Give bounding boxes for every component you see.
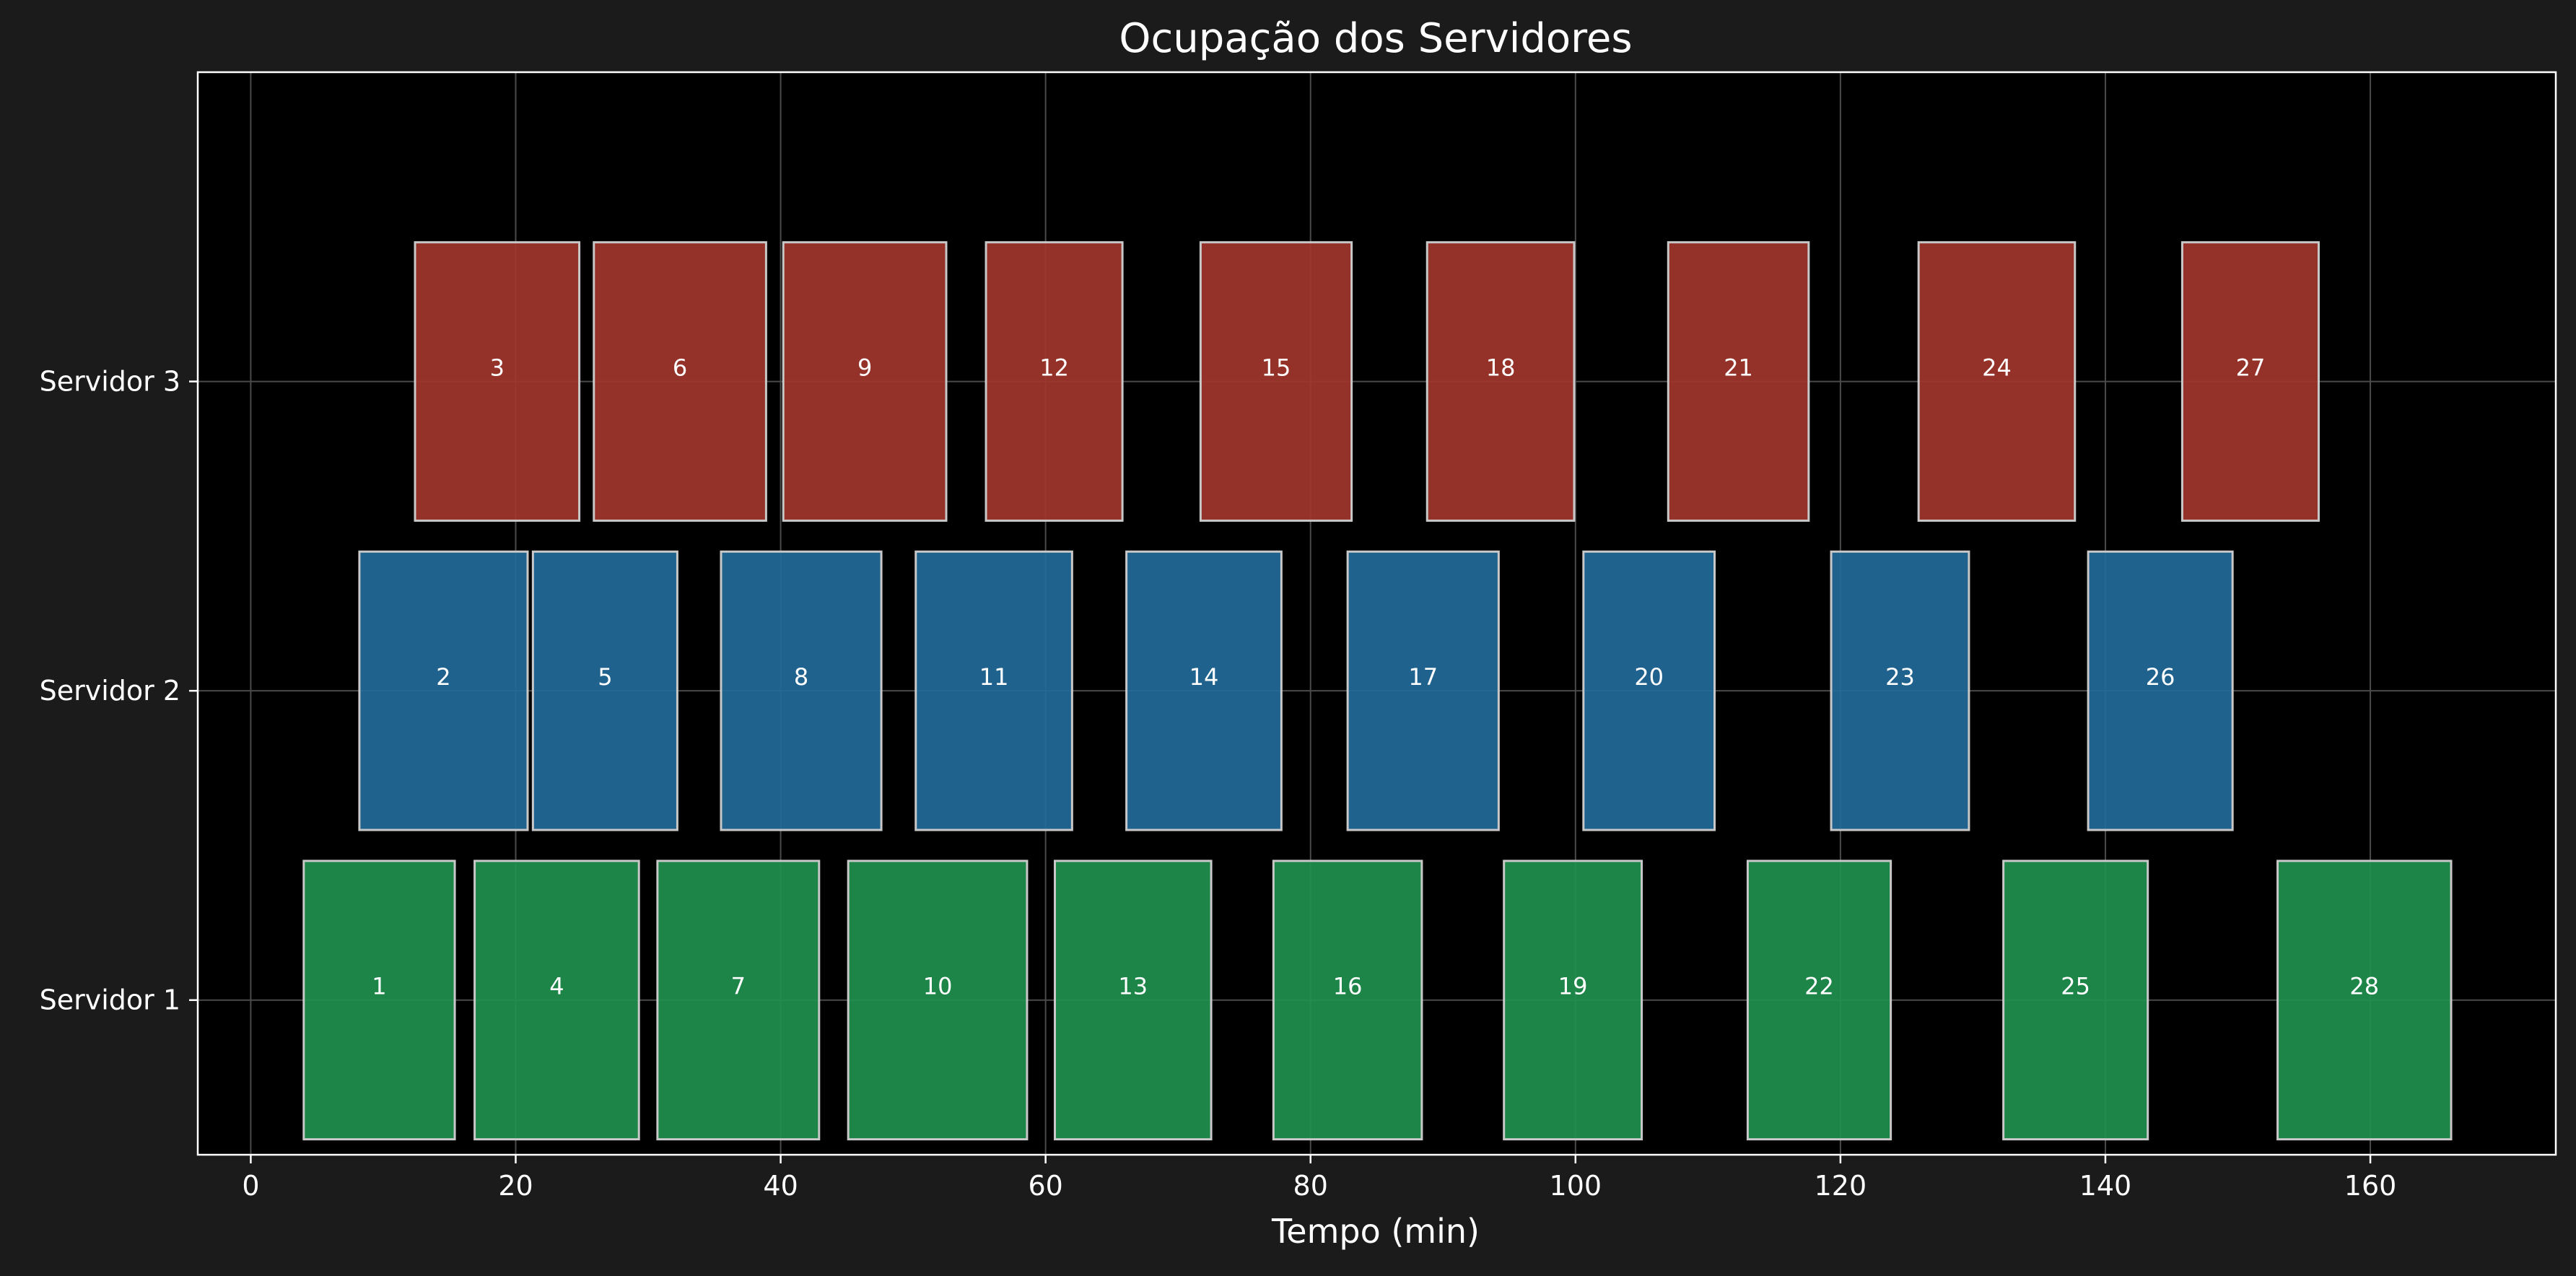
task-bar xyxy=(1125,550,1283,831)
task-bar xyxy=(1425,241,1576,522)
task-label: 22 xyxy=(1804,973,1834,1000)
task-bar xyxy=(531,550,678,831)
task-bar xyxy=(473,860,640,1141)
task-label: 24 xyxy=(1982,354,2012,382)
task-bar xyxy=(782,241,948,522)
task-bar xyxy=(1917,241,2077,522)
x-tick-label: 0 xyxy=(242,1170,259,1202)
task-label: 26 xyxy=(2146,663,2175,691)
task-bar xyxy=(1830,550,1970,831)
task-bar xyxy=(1746,860,1892,1141)
x-tick-label: 40 xyxy=(763,1170,798,1202)
x-tick-label: 20 xyxy=(498,1170,533,1202)
task-bar xyxy=(1199,241,1353,522)
task-label: 14 xyxy=(1189,663,1219,691)
task-label: 5 xyxy=(598,663,612,691)
x-tick-label: 140 xyxy=(2079,1170,2132,1202)
task-label: 4 xyxy=(549,973,564,1000)
x-tick-label: 120 xyxy=(1815,1170,1867,1202)
task-bar xyxy=(302,860,456,1141)
task-label: 23 xyxy=(1885,663,1915,691)
plot-frame xyxy=(196,71,2557,1156)
task-label: 9 xyxy=(857,354,872,382)
task-label: 21 xyxy=(1724,354,1753,382)
task-bar xyxy=(1503,860,1643,1141)
task-bar xyxy=(1272,860,1423,1141)
task-label: 10 xyxy=(923,973,953,1000)
task-label: 17 xyxy=(1408,663,1438,691)
task-bar xyxy=(1053,860,1213,1141)
task-label: 18 xyxy=(1486,354,1516,382)
task-label: 12 xyxy=(1039,354,1069,382)
task-bar xyxy=(593,241,767,522)
task-label: 7 xyxy=(731,973,746,1000)
task-bar xyxy=(2087,550,2234,831)
task-label: 16 xyxy=(1333,973,1363,1000)
task-bar xyxy=(1667,241,1810,522)
task-bar xyxy=(984,241,1124,522)
task-bar xyxy=(914,550,1073,831)
task-label: 27 xyxy=(2236,354,2266,382)
x-tick-label: 160 xyxy=(2344,1170,2397,1202)
task-label: 1 xyxy=(372,973,386,1000)
y-tick-label: Servidor 3 xyxy=(40,366,180,398)
task-bar xyxy=(720,550,883,831)
x-tick-label: 60 xyxy=(1028,1170,1062,1202)
task-bar xyxy=(1582,550,1716,831)
task-bar xyxy=(358,550,529,831)
y-tick-label: Servidor 1 xyxy=(40,984,180,1016)
task-bar xyxy=(847,860,1029,1141)
task-label: 25 xyxy=(2061,973,2090,1000)
task-bar xyxy=(2276,860,2453,1141)
task-label: 3 xyxy=(490,354,505,382)
x-axis-label: Tempo (min) xyxy=(1271,1212,1480,1251)
task-bar xyxy=(2002,860,2149,1141)
task-label: 28 xyxy=(2349,973,2379,1000)
chart-title: Ocupação dos Servidores xyxy=(1119,15,1632,62)
task-bar xyxy=(2180,241,2320,522)
task-bar xyxy=(414,241,581,522)
task-label: 13 xyxy=(1118,973,1148,1000)
task-bars: 1 4 7 10 13 16 19 22 25 282 5 8 11 14 17 20 23 263 6 9 12 15 1… xyxy=(302,241,2453,1141)
y-tick-label: Servidor 2 xyxy=(40,675,180,707)
x-tick-label: 100 xyxy=(1550,1170,1602,1202)
task-bar xyxy=(656,860,821,1141)
task-label: 19 xyxy=(1558,973,1588,1000)
x-tick-label: 80 xyxy=(1293,1170,1328,1202)
task-label: 2 xyxy=(436,663,450,691)
task-label: 8 xyxy=(794,663,808,691)
task-label: 11 xyxy=(979,663,1009,691)
task-label: 6 xyxy=(673,354,687,382)
task-label: 15 xyxy=(1262,354,1291,382)
task-bar xyxy=(1346,550,1500,831)
task-label: 20 xyxy=(1634,663,1664,691)
